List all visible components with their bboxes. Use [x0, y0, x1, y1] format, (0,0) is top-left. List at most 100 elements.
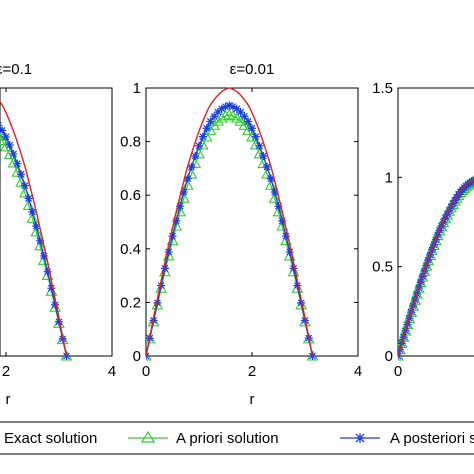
- chart-panel-2: 0 2 4 0 0.2 0.4 0.6 0.8 1 ε=0.01 r: [120, 61, 362, 408]
- y-tick-label: 1: [133, 80, 141, 97]
- point-a-posteriori-solution: [17, 170, 26, 179]
- point-a-priori-solution: [211, 115, 224, 126]
- point-a-posteriori-solution: [255, 141, 264, 150]
- point-a-posteriori-solution: [266, 174, 275, 183]
- point-a-posteriori-solution: [225, 101, 234, 110]
- point-a-priori-solution: [0, 132, 5, 141]
- x-tick-label: 4: [354, 363, 362, 380]
- point-a-priori-solution: [151, 298, 164, 310]
- point-a-posteriori-solution: [32, 222, 41, 231]
- point-a-posteriori-solution: [229, 102, 238, 111]
- point-a-priori-solution: [0, 134, 9, 146]
- y-tick-label: 0.8: [120, 134, 141, 151]
- point-a-posteriori-solution: [51, 300, 60, 309]
- point-a-posteriori-solution: [187, 162, 196, 171]
- point-a-posteriori-solution: [183, 174, 192, 183]
- point-a-priori-solution: [268, 192, 281, 203]
- x-tick-label: 2: [248, 363, 256, 380]
- legend-label-exact-solution: Exact solution: [4, 430, 97, 447]
- point-a-posteriori-solution: [278, 216, 287, 225]
- point-a-posteriori-solution: [221, 102, 230, 111]
- point-a-priori-solution: [264, 179, 277, 190]
- series-group: [146, 87, 319, 361]
- point-a-posteriori-solution: [5, 141, 14, 150]
- point-a-posteriori-solution: [308, 352, 317, 360]
- point-a-posteriori-solution: [270, 188, 279, 197]
- point-a-posteriori-solution: [172, 216, 181, 225]
- series-line-a-posteriori-solution: [0, 126, 68, 357]
- x-tick-label: 0: [394, 363, 402, 380]
- point-a-posteriori-solution: [194, 141, 203, 150]
- x-tick-label: 4: [108, 363, 116, 380]
- y-tick-label: 0: [385, 348, 393, 365]
- legend-marker-triangle: [140, 430, 156, 443]
- point-a-posteriori-solution: [217, 104, 226, 113]
- point-a-priori-solution: [215, 111, 228, 123]
- point-a-posteriori-solution: [36, 236, 45, 245]
- point-a-posteriori-solution: [247, 124, 256, 133]
- x-tick-label: 0: [142, 363, 150, 380]
- point-a-priori-solution: [53, 317, 65, 328]
- point-a-priori-solution: [26, 212, 39, 223]
- point-a-posteriori-solution: [43, 267, 52, 276]
- point-a-posteriori-solution: [202, 124, 211, 133]
- point-a-posteriori-solution: [179, 188, 188, 197]
- y-tick-label: 0.2: [120, 294, 141, 311]
- chart-title: ε=0.01: [230, 61, 275, 78]
- x-tick-label: 2: [2, 363, 10, 380]
- point-a-posteriori-solution: [160, 264, 169, 273]
- legend-label-a-posteriori-solution: A posteriori solution: [390, 430, 474, 447]
- x-axis-label: r: [250, 391, 255, 408]
- point-a-priori-solution: [272, 205, 285, 217]
- point-a-posteriori-solution: [206, 117, 215, 126]
- series-line-exact-solution: [0, 100, 68, 357]
- point-a-posteriori-solution: [168, 232, 177, 241]
- chart-title: ε=0.1: [0, 61, 32, 78]
- point-a-posteriori-solution: [198, 132, 207, 141]
- point-a-priori-solution: [299, 315, 311, 327]
- legend-label-a-priori-solution: A priori solution: [176, 430, 279, 447]
- point-a-priori-solution: [22, 199, 35, 210]
- point-a-posteriori-solution: [62, 352, 71, 360]
- point-a-posteriori-solution: [251, 132, 260, 141]
- point-a-priori-solution: [177, 192, 190, 203]
- point-a-posteriori-solution: [191, 151, 200, 160]
- point-a-posteriori-solution: [9, 149, 18, 158]
- y-tick-label: 0.5: [372, 259, 393, 276]
- point-a-posteriori-solution: [293, 281, 302, 290]
- chart-panel-3: 00 0.5 1 1.5: [372, 80, 474, 380]
- x-axis-label: r: [6, 391, 11, 408]
- y-tick-label: 1: [385, 169, 393, 186]
- y-tick-label: 0.6: [120, 187, 141, 204]
- point-a-posteriori-solution: [244, 117, 253, 126]
- point-a-posteriori-solution: [232, 104, 241, 113]
- point-a-posteriori-solution: [213, 108, 222, 117]
- plot-frame: [0, 87, 113, 357]
- legend-box: [0, 421, 474, 455]
- point-a-posteriori-solution: [164, 247, 173, 256]
- point-a-priori-solution: [238, 119, 251, 130]
- legend: Exact solution A priori solution A posteri…: [0, 421, 474, 455]
- point-a-priori-solution: [30, 225, 43, 237]
- point-a-posteriori-solution: [54, 317, 63, 326]
- point-a-posteriori-solution: [153, 298, 162, 307]
- point-a-posteriori-solution: [39, 251, 48, 260]
- point-a-posteriori-solution: [236, 108, 245, 117]
- y-tick-label: 1.5: [372, 80, 393, 97]
- point-a-priori-solution: [181, 179, 194, 190]
- y-tick-label: 0: [133, 348, 141, 365]
- point-a-posteriori-solution: [240, 112, 249, 121]
- point-a-posteriori-solution: [289, 264, 298, 273]
- point-a-posteriori-solution: [263, 162, 272, 171]
- point-a-priori-solution: [219, 109, 232, 121]
- y-tick-label: 0.4: [120, 241, 141, 258]
- point-a-posteriori-solution: [176, 202, 185, 211]
- chart-panel-1: 2 4 ε=0.1 r: [0, 61, 116, 408]
- point-a-priori-solution: [147, 315, 160, 327]
- point-a-posteriori-solution: [13, 159, 22, 168]
- point-a-posteriori-solution: [1, 132, 10, 141]
- point-a-posteriori-solution: [47, 284, 56, 293]
- point-a-posteriori-solution: [24, 194, 33, 203]
- point-a-posteriori-solution: [274, 202, 283, 211]
